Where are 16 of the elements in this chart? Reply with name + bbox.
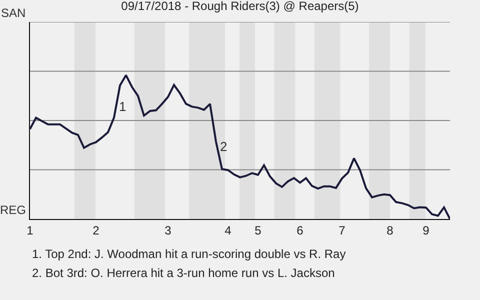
x-tick-label: 6 <box>296 223 304 238</box>
annotation: 1 <box>119 99 126 114</box>
x-tick-label: 3 <box>164 223 172 238</box>
text: SAN <box>1 6 26 20</box>
x-tick-label: 7 <box>338 223 346 238</box>
text: 2. Bot 3rd: O. Herrera hit a 3-run home run vs L. Jackson <box>32 266 335 280</box>
text: 1. Top 2nd: J. Woodman hit a run-scoring double vs R. Ray <box>32 247 346 261</box>
x-tick-label: 4 <box>224 223 232 238</box>
annotation: 2 <box>220 139 228 154</box>
chart-title: 09/17/2018 - Rough Riders(3) @ Reapers(5) <box>121 0 359 13</box>
x-tick-label: 5 <box>254 223 262 238</box>
x-tick-label: 1 <box>26 223 34 238</box>
x-tick-label: 9 <box>422 223 430 238</box>
x-tick-label: 8 <box>386 223 394 238</box>
x-tick-label: 2 <box>92 223 100 238</box>
text: REG <box>0 203 26 217</box>
